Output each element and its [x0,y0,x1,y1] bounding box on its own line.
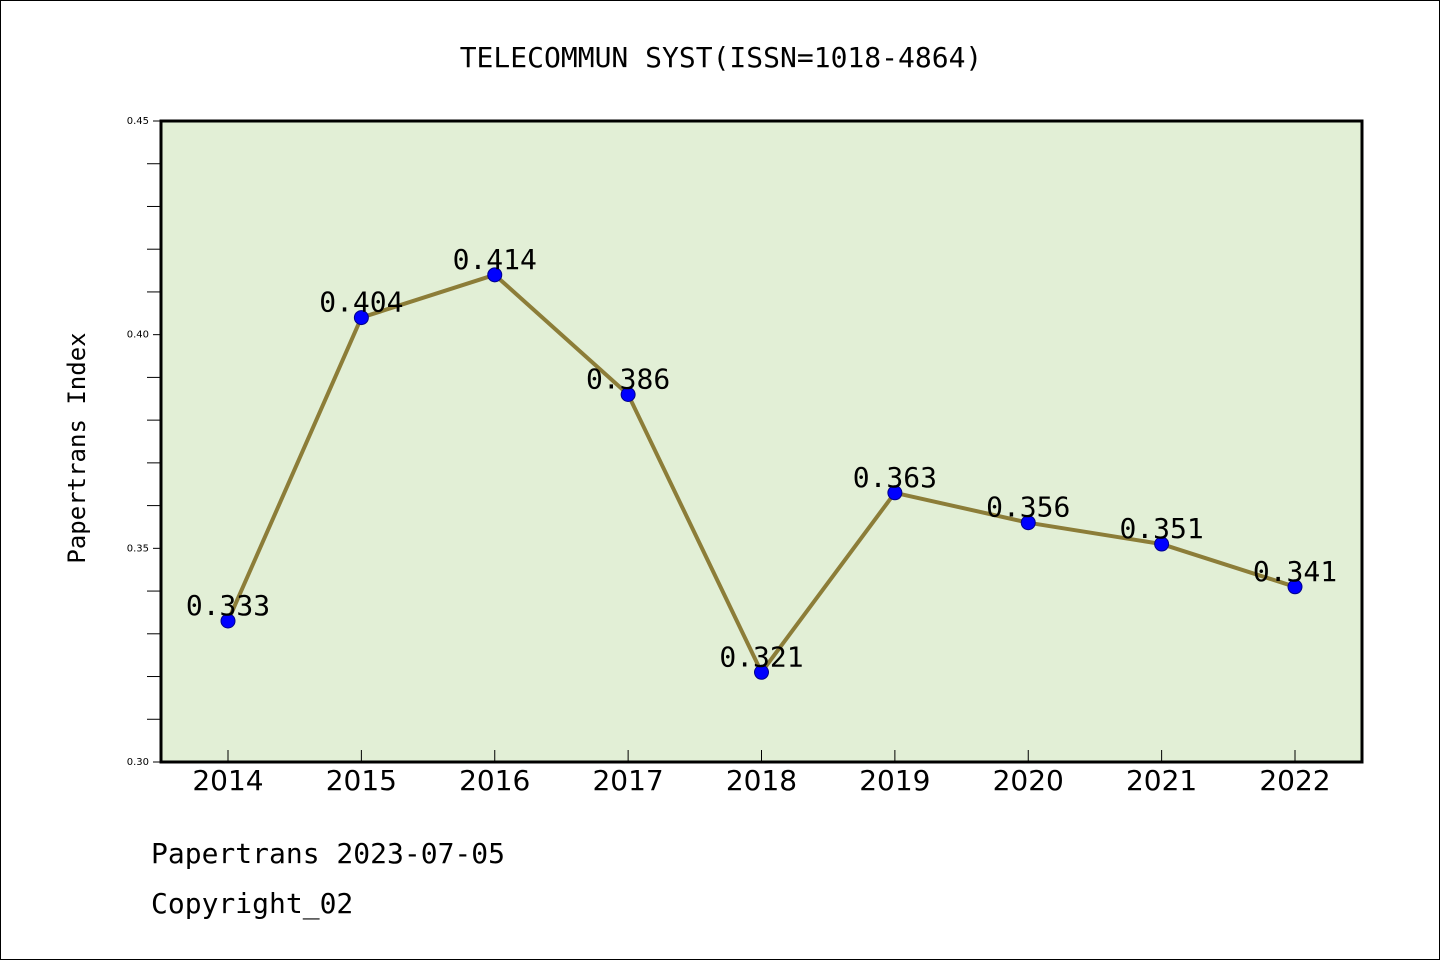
data-label: 0.341 [1253,555,1337,588]
data-point [1020,515,1036,531]
x-tick-label: 2022 [1259,764,1330,797]
source-footer: Papertrans 2023-07-05 [151,837,506,870]
data-label: 0.363 [853,461,937,494]
x-tick-label: 2021 [1126,764,1197,797]
data-point [1287,579,1303,595]
y-tick-label: 0.45 [127,116,149,127]
x-tick-label: 2020 [993,764,1064,797]
data-point [353,310,369,326]
x-tick-label: 2014 [192,764,263,797]
x-tick-label: 2015 [326,764,397,797]
data-label: 0.321 [719,640,803,673]
data-labels: 0.333 0.404 0.414 0.386 0.321 0.363 0.356 0.351… [186,243,1337,673]
data-point [620,386,636,402]
x-axis-ticks: 2014 2015 2016 2017 2018 2019 2020 2021 2022 [192,750,1331,797]
x-tick-label: 2016 [459,764,530,797]
data-label: 0.356 [986,491,1070,524]
chart-title: TELECOMMUN SYST(ISSN=1018-4864) [460,41,983,74]
data-point [220,613,236,629]
data-point [1154,536,1170,552]
data-point [754,664,769,680]
data-point [487,267,503,283]
y-axis-label: Papertrans Index [63,332,91,563]
copyright-footer: Copyright_02 [151,887,354,920]
data-label: 0.404 [319,286,403,319]
x-tick-label: 2017 [592,764,663,797]
data-label: 0.351 [1119,512,1203,545]
x-tick-label: 2019 [859,764,930,797]
data-label: 0.386 [586,362,670,395]
y-tick-label: 0.40 [127,330,149,341]
x-tick-label: 2018 [726,764,797,797]
y-tick-label: 0.35 [127,543,149,554]
data-label: 0.333 [186,589,270,622]
plot-area [159,119,1364,764]
data-label: 0.414 [453,243,537,276]
y-axis-ticks: 0.30 0.35 0.40 0.45 [127,116,161,768]
data-markers [220,267,1303,680]
data-point [887,485,903,501]
y-tick-label: 0.30 [127,757,149,768]
